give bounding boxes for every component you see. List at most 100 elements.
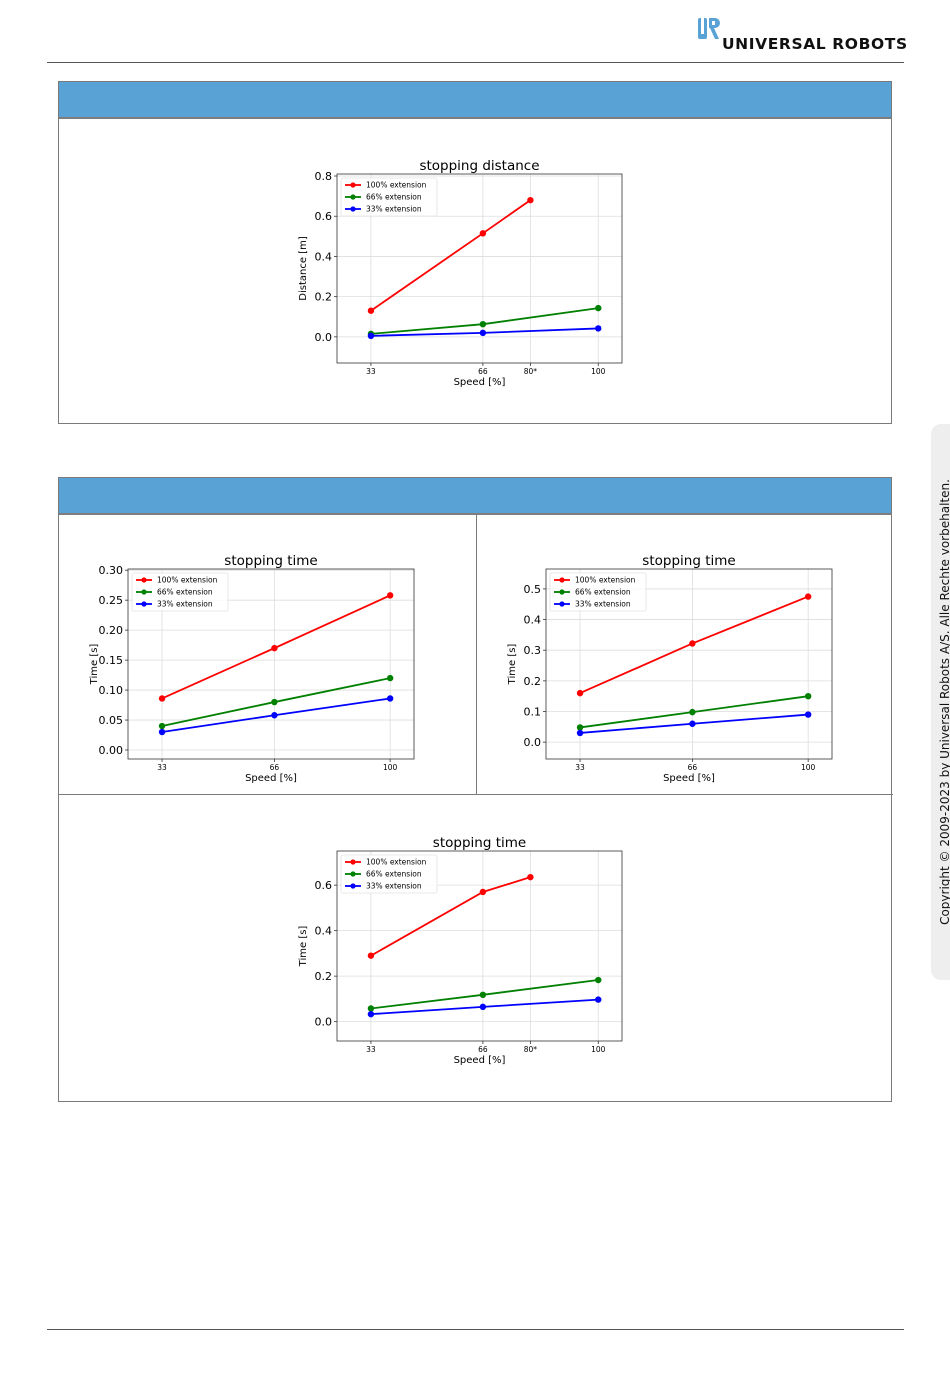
legend-label: 33% extension: [575, 600, 631, 609]
x-tick-label: 66: [478, 1045, 488, 1054]
data-point: [158, 722, 166, 730]
data-point: [271, 698, 278, 706]
brand-name: UNIVERSAL ROBOTS: [722, 35, 908, 53]
y-axis-label: Time [s]: [507, 644, 518, 686]
x-tick-label: 100: [383, 763, 398, 772]
legend-marker: [559, 577, 565, 583]
legend-label: 100% extension: [157, 576, 218, 585]
y-tick-label: 0.00: [99, 744, 124, 757]
data-point: [367, 307, 375, 314]
y-tick-label: 0.8: [315, 170, 333, 183]
x-tick-label: 33: [366, 1045, 376, 1054]
legend: 100% extension 66% extension 33% extension: [340, 854, 438, 894]
x-tick-label: 100: [591, 367, 606, 376]
legend-label: 100% extension: [366, 858, 427, 867]
chart-stopping-time-right-svg: 33 66 100 0.0 0.1 0.2 0.3 0.4 0.5 stopping time Sp…: [507, 553, 833, 784]
x-tick-label: 66: [270, 763, 280, 772]
data-point: [479, 230, 487, 237]
y-tick-label: 0.0: [315, 1016, 333, 1029]
data-point: [595, 304, 602, 312]
brand-logo: UNIVERSAL ROBOTS: [698, 16, 908, 56]
legend-box: [340, 177, 438, 217]
data-point: [479, 329, 487, 337]
data-point: [595, 996, 602, 1003]
data-point: [367, 332, 375, 340]
x-tick-label: 80*: [524, 367, 538, 376]
legend-box: [549, 572, 647, 612]
legend-label: 66% extension: [366, 870, 422, 879]
data-point: [576, 724, 584, 731]
footer-rule: [47, 1329, 904, 1330]
header-rule: [47, 62, 904, 63]
panel-divider-vertical: [476, 515, 477, 795]
x-axis-label: Speed [%]: [454, 377, 506, 388]
panel-header: [59, 82, 891, 119]
chart-title: stopping distance: [419, 158, 539, 174]
y-tick-label: 0.2: [524, 675, 542, 688]
x-tick-label: 100: [801, 763, 816, 772]
y-tick-label: 0.4: [315, 250, 333, 263]
legend-label: 66% extension: [575, 588, 631, 597]
legend-label: 66% extension: [157, 588, 213, 597]
chart-title: stopping time: [224, 553, 317, 569]
y-tick-label: 0.15: [99, 654, 124, 667]
legend-label: 100% extension: [366, 181, 427, 190]
data-point: [804, 692, 812, 700]
legend-label: 33% extension: [366, 882, 422, 891]
y-tick-label: 0.25: [99, 594, 124, 607]
legend-marker: [141, 589, 147, 595]
x-tick-label: 33: [157, 763, 167, 772]
data-point: [576, 729, 584, 737]
data-point: [527, 196, 534, 204]
y-tick-label: 0.6: [315, 879, 333, 892]
copyright-text: Copyright © 2009-2023 by Universal Robot…: [938, 479, 950, 925]
y-tick-label: 0.0: [524, 736, 542, 749]
y-tick-label: 0.05: [99, 714, 124, 727]
data-point: [689, 708, 696, 716]
x-axis-label: Speed [%]: [245, 773, 297, 784]
legend-marker: [559, 589, 565, 595]
legend-box: [131, 572, 229, 612]
x-tick-label: 33: [575, 763, 585, 772]
y-axis-label: Time [s]: [89, 644, 100, 686]
y-axis-label: Distance [m]: [298, 236, 309, 301]
panel-stopping-time: 33 66 100 0.00 0.05 0.10 0.15 0.20 0.25 0.30 stopp…: [58, 477, 893, 1102]
legend-label: 33% extension: [157, 600, 213, 609]
data-point: [271, 712, 278, 719]
y-tick-label: 0.20: [99, 624, 124, 637]
x-axis-label: Speed [%]: [454, 1055, 506, 1066]
y-tick-label: 0.2: [315, 970, 333, 983]
panel-divider-horizontal: [59, 794, 893, 795]
data-point: [595, 976, 602, 984]
x-tick-label: 66: [688, 763, 698, 772]
data-point: [367, 952, 375, 959]
series-line: [370, 199, 531, 312]
x-axis-label: Speed [%]: [663, 773, 715, 784]
data-point: [689, 720, 696, 727]
data-point: [479, 320, 487, 328]
data-point: [689, 640, 696, 647]
legend-marker: [350, 182, 356, 188]
y-tick-label: 0.4: [315, 925, 333, 938]
side-tab: [931, 424, 950, 980]
y-tick-label: 0.0: [315, 331, 333, 344]
y-tick-label: 0.2: [315, 291, 333, 304]
data-point: [158, 695, 166, 702]
chart-stopping-time-bottom: 33 66 80* 100 0.0 0.2 0.4 0.6 stopping time Speed…: [297, 834, 627, 1074]
legend-marker: [350, 871, 356, 877]
legend-label: 33% extension: [366, 205, 422, 214]
legend: 100% extension 66% extension 33% extension: [340, 177, 438, 217]
data-point: [527, 873, 534, 881]
legend: 100% extension 66% extension 33% extension: [549, 572, 647, 612]
ur-logo-icon: [698, 18, 720, 39]
legend-marker: [350, 859, 356, 865]
data-point: [804, 711, 812, 718]
y-tick-label: 0.10: [99, 684, 124, 697]
y-tick-label: 0.4: [524, 614, 542, 627]
chart-title: stopping time: [433, 835, 526, 851]
data-point: [576, 689, 584, 697]
plot-frame: [336, 850, 623, 1042]
chart-stopping-time-left: 33 66 100 0.00 0.05 0.10 0.15 0.20 0.25 0.30 stopp…: [84, 552, 424, 792]
panel-stopping-distance: 33 66 80* 100 0.0 0.2 0.4 0.6 0.8 stopping distan…: [58, 81, 892, 424]
x-tick-label: 66: [478, 367, 488, 376]
